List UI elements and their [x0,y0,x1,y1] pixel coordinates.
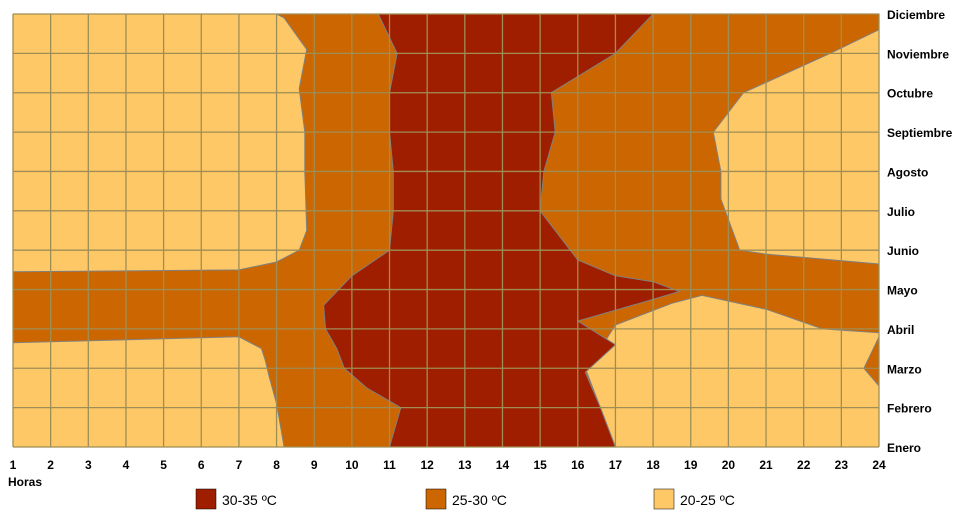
y-tick-label: Septiembre [887,126,953,140]
x-tick-label: 19 [684,458,698,472]
y-tick-label: Mayo [887,284,918,298]
x-tick-label: 24 [872,458,886,472]
x-tick-label: 15 [533,458,547,472]
regions [12,13,880,448]
x-tick-label: 16 [571,458,585,472]
y-tick-label: Febrero [887,402,932,416]
x-tick-label: 10 [345,458,359,472]
y-tick-label: Julio [887,205,915,219]
x-tick-label: 9 [311,458,318,472]
x-tick-label: 6 [198,458,205,472]
x-tick-label: 20 [722,458,736,472]
y-tick-label: Octubre [887,87,933,101]
y-tick-labels: Enero Febrero Marzo Abril Mayo Junio Julio Agos… [887,8,953,455]
legend-swatch [195,488,217,510]
x-tick-label: 14 [496,458,510,472]
y-tick-label: Agosto [887,165,928,179]
x-tick-label: 13 [458,458,472,472]
legend-label: 30-35 ºC [222,492,277,508]
x-tick-label: 2 [47,458,54,472]
x-tick-label: 22 [797,458,811,472]
y-tick-label: Abril [887,323,914,337]
x-tick-labels: 1 2 3 4 5 6 7 8 9 10 11 12 13 14 15 16 17 18 19 20 21 22 23 24 [10,458,886,472]
legend-swatch [425,488,447,510]
x-tick-label: 3 [85,458,92,472]
x-tick-label: 23 [835,458,849,472]
y-tick-label: Diciembre [887,8,945,22]
y-tick-label: Noviembre [887,47,949,61]
x-tick-label: 12 [420,458,434,472]
legend-label: 20-25 ºC [680,492,735,508]
y-tick-label: Marzo [887,362,922,376]
x-tick-label: 11 [383,458,396,472]
legend-label: 25-30 ºC [452,492,507,508]
grid [12,13,880,448]
region-30-35-c [323,13,681,448]
x-axis-label: Horas [8,475,42,489]
x-tick-label: 5 [160,458,167,472]
x-tick-label: 8 [273,458,280,472]
x-tick-label: 21 [759,458,773,472]
x-tick-label: 17 [609,458,623,472]
x-tick-label: 7 [236,458,243,472]
y-tick-label: Enero [887,441,921,455]
x-tick-label: 4 [123,458,130,472]
legend: 30-35 ºC 25-30 ºC 20-25 ºC [195,488,735,510]
x-tick-label: 18 [646,458,660,472]
x-tick-label: 1 [10,458,17,472]
y-tick-label: Junio [887,244,919,258]
legend-swatch [653,488,675,510]
